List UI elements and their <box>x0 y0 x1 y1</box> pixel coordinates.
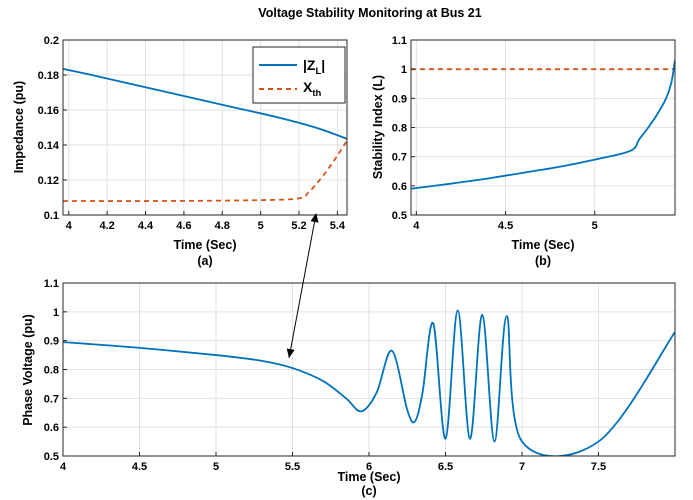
legend-zl-suffix: | <box>321 57 325 73</box>
ylabel-b: Stability Index (L) <box>371 75 385 179</box>
series-group-c <box>63 309 675 456</box>
tick-label-y: 1 <box>53 307 59 319</box>
ticks-a: 4 4.2 4.4 4.6 4.8 5 5.2 5.4 0.1 0.12 0.14 0.16 0.18 0… <box>38 35 346 232</box>
series-line-c-0 <box>63 309 675 456</box>
tick-label-y: 0.7 <box>392 152 407 164</box>
tick-label-y: 0.16 <box>38 105 59 117</box>
tick-label-x: 5 <box>592 220 598 232</box>
grid-c <box>62 282 675 457</box>
legend-xth-main: X <box>303 79 313 95</box>
ticks-b: 4 4.5 5 0.5 0.6 0.7 0.8 0.9 1 1.1 <box>392 35 598 232</box>
tick-label-x: 7.5 <box>591 461 606 473</box>
caption-c: (c) <box>361 484 376 498</box>
tick-label-y: 0.8 <box>44 365 59 377</box>
legend-zl-main: |Z <box>303 57 316 73</box>
tick-label-y: 1 <box>401 64 407 76</box>
tick-label-x: 4.8 <box>215 220 230 232</box>
legend-zl-sub: L <box>315 66 321 77</box>
tick-label-y: 0.8 <box>392 123 407 135</box>
panel-b-stability-index: 4 4.5 50.50.60.70.80.911.1 Time (Sec) (b) … <box>371 35 676 268</box>
tick-label-x: 4 <box>413 220 420 232</box>
caption-a: (a) <box>197 254 212 268</box>
tick-label-y: 0.2 <box>44 35 59 47</box>
tick-label-y: 0.6 <box>44 422 59 434</box>
tick-label-x: 6 <box>366 461 372 473</box>
panel-c-phase-voltage: 4 4.5 5 5.5 6 6.5 7 7.5 0.5 0.6 0.7 0.8 0.9 1 1.1 Time… <box>21 278 676 498</box>
tick-label-x: 5 <box>213 461 219 473</box>
tick-label-y: 0.9 <box>44 336 59 348</box>
series-line-b-1 <box>411 60 675 190</box>
tick-label-x: 7 <box>519 461 525 473</box>
tick-label-x: 5.5 <box>285 461 300 473</box>
legend-label-xth: Xth <box>303 79 322 99</box>
tick-label-x: 4 <box>66 220 73 232</box>
tick-label-y: 0.14 <box>38 140 60 152</box>
tick-label-y: 0.18 <box>38 70 59 82</box>
series-group-b <box>411 60 675 190</box>
caption-b: (b) <box>535 254 551 268</box>
tick-label-x: 4.6 <box>176 220 191 232</box>
grid-b <box>411 39 675 216</box>
tick-label-y: 0.9 <box>392 93 407 105</box>
tick-label-x: 4.5 <box>498 220 513 232</box>
series-line-a-0 <box>63 67 347 140</box>
tick-label-y: 0.1 <box>44 210 59 222</box>
series-group-a <box>63 67 347 202</box>
panel-a-impedance: 4 4.2 4.4 4.6 4.8 5 5.2 5.4 0.1 0.12 0.14 0.16 0.18 0… <box>12 35 348 268</box>
ticks-c: 4 4.5 5 5.5 6 6.5 7 7.5 0.5 0.6 0.7 0.8 0.9 1 1.1 <box>44 278 606 473</box>
series-line-a-1 <box>63 140 347 202</box>
tick-label-y: 1.1 <box>392 35 407 47</box>
ylabel-c: Phase Voltage (pu) <box>21 314 35 426</box>
xlabel-b: Time (Sec) <box>512 238 575 252</box>
tick-label-y: 0.6 <box>392 181 407 193</box>
tick-label-x: 6.5 <box>438 461 453 473</box>
legend-a: |ZL| Xth <box>252 46 346 104</box>
figure-title: Voltage Stability Monitoring at Bus 21 <box>258 6 481 20</box>
tick-label-y: 0.5 <box>44 451 59 463</box>
tick-label-x: 4.2 <box>99 220 114 232</box>
tick-label-x: 5.4 <box>330 220 346 232</box>
tick-label-x: 4 <box>60 461 67 473</box>
tick-label-x: 4.4 <box>138 220 154 232</box>
tick-label-x: 5 <box>258 220 264 232</box>
annotation-arrow <box>286 213 319 359</box>
tick-label-y: 0.5 <box>392 210 407 222</box>
legend-xth-sub: th <box>312 88 321 99</box>
tick-label-x: 4.5 <box>132 461 147 473</box>
tick-label-y: 0.12 <box>38 175 59 187</box>
tick-label-y: 1.1 <box>44 278 59 290</box>
tick-label-y: 0.7 <box>44 393 59 405</box>
legend-box-a <box>252 46 346 104</box>
axes-frame-a <box>62 39 348 216</box>
tick-label-x: 5.2 <box>291 220 306 232</box>
legend-label-zl: |ZL| <box>303 57 325 77</box>
xlabel-c: Time (Sec) <box>338 470 401 484</box>
ylabel-a: Impedance (pu) <box>12 81 26 173</box>
xlabel-a: Time (Sec) <box>174 238 237 252</box>
